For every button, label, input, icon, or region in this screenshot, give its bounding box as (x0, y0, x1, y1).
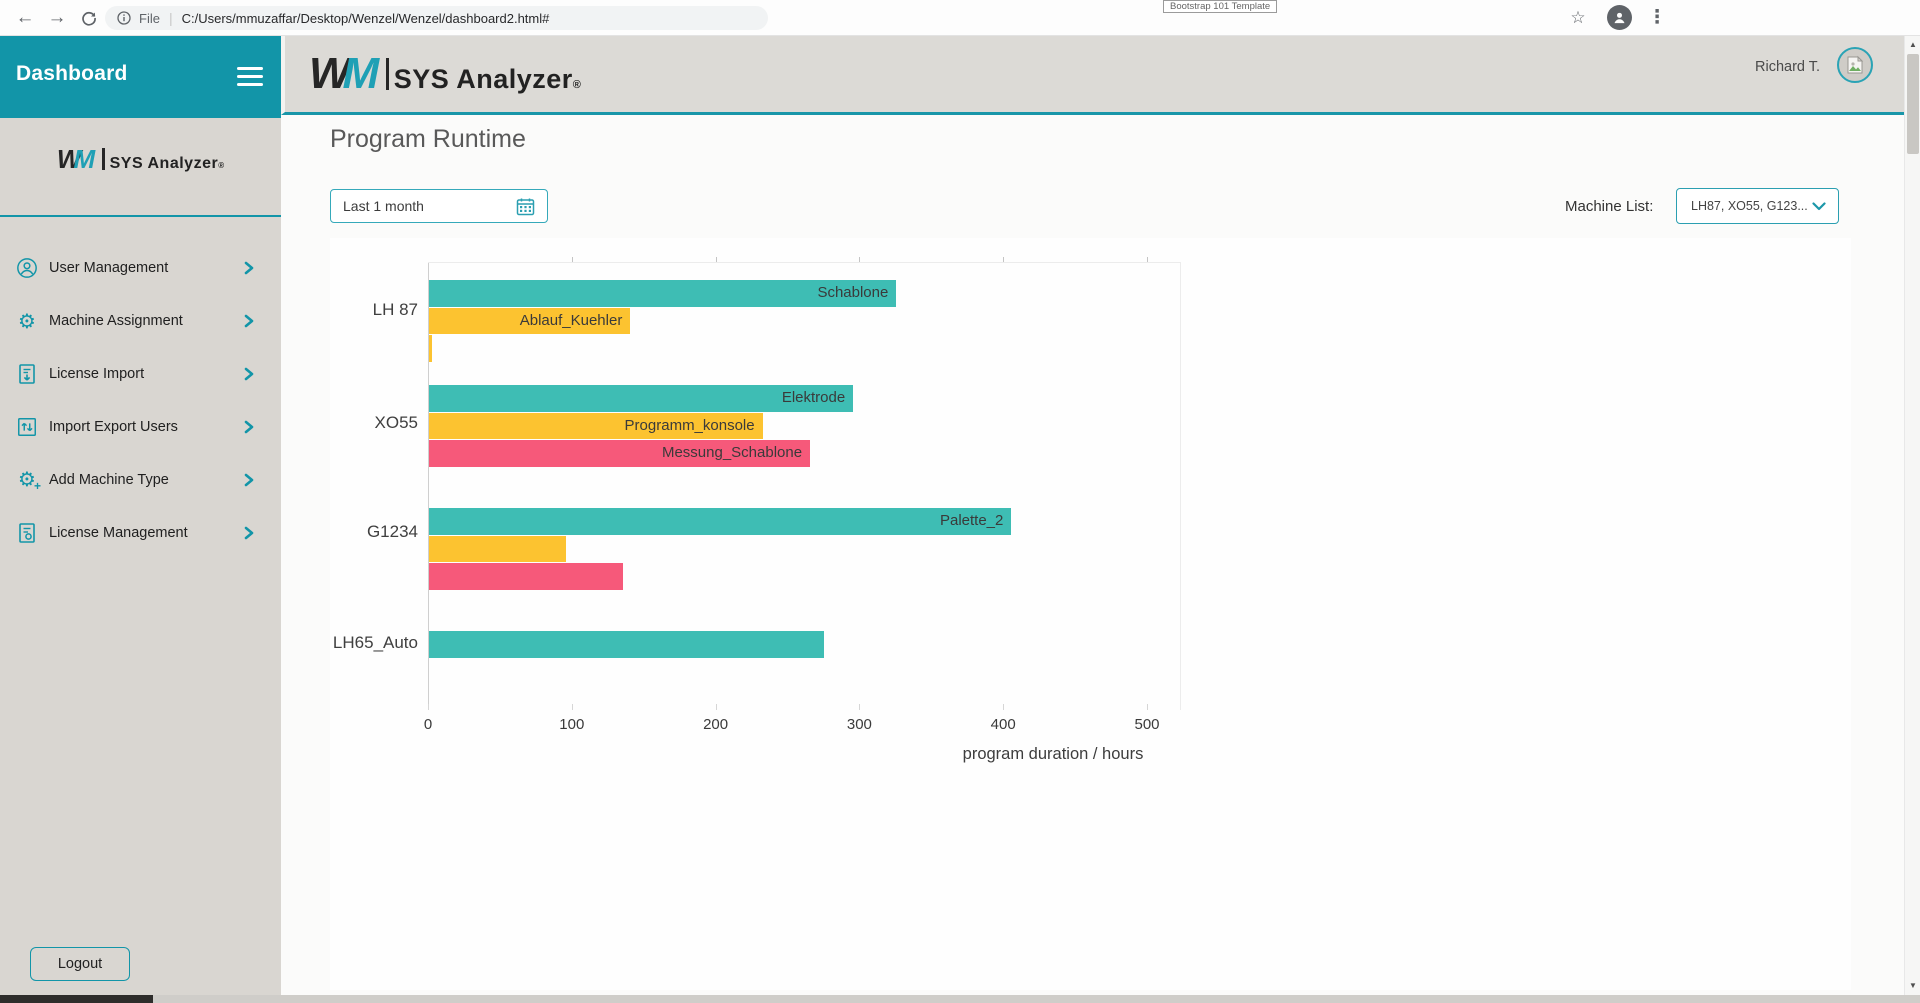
date-range-value: Last 1 month (343, 198, 424, 214)
app-logo: W M SYS Analyzer ® (309, 49, 581, 98)
sidebar-item-label: License Import (49, 365, 145, 382)
sidebar-item-license-management[interactable]: License Management (0, 506, 281, 559)
browser-profile-icon[interactable] (1607, 5, 1632, 30)
bar-Schablone[interactable]: Schablone (429, 280, 897, 307)
machine-list-label: Machine List: (1565, 198, 1654, 215)
bar-Palette_2[interactable]: Palette_2 (429, 508, 1012, 535)
sidebar-item-label: Add Machine Type (49, 471, 169, 488)
url-separator: | (168, 10, 173, 26)
horizontal-scrollbar[interactable] (0, 995, 1920, 1003)
url-text: C:/Users/mmuzaffar/Desktop/Wenzel/Wenzel… (181, 10, 550, 26)
sidebar-item-machine-assignment[interactable]: ⚙ Machine Assignment (0, 294, 281, 347)
license-import-icon (16, 363, 38, 385)
horizontal-scrollbar-thumb[interactable] (0, 995, 153, 1003)
chevron-right-icon (244, 314, 254, 328)
chevron-right-icon (244, 367, 254, 381)
bar-label: Messung_Schablone (661, 444, 803, 461)
sidebar-item-label: License Management (49, 524, 188, 541)
browser-toolbar: ← → File | C:/Users/mmuzaffar/Desktop/We… (0, 0, 1920, 36)
sidebar-item-user-management[interactable]: User Management (0, 241, 281, 294)
sidebar-menu: User Management ⚙ Machine Assignment Licens… (0, 241, 281, 559)
address-bar[interactable]: File | C:/Users/mmuzaffar/Desktop/Wenzel… (105, 6, 768, 30)
bar-Elektrode[interactable]: Elektrode (429, 385, 854, 412)
machine-list-dropdown[interactable]: LH87, XO55, G123... (1676, 188, 1839, 224)
logout-button[interactable]: Logout (30, 947, 130, 981)
hamburger-menu-icon[interactable] (237, 67, 263, 87)
bookmark-star-icon[interactable]: ☆ (1570, 8, 1586, 27)
import-export-icon (16, 416, 38, 438)
gear-icon: ⚙ (18, 308, 36, 333)
chevron-right-icon (244, 420, 254, 434)
calendar-icon (516, 197, 535, 216)
browser-back-icon[interactable]: ← (15, 7, 35, 28)
url-scheme-label: File (139, 10, 160, 26)
bar-Programm_konsole[interactable]: Programm_konsole (429, 412, 763, 439)
sidebar-item-license-import[interactable]: License Import (0, 347, 281, 400)
bar-Ablauf_Kuehler[interactable]: Ablauf_Kuehler (429, 307, 631, 334)
chevron-right-icon (244, 526, 254, 540)
sidebar-item-add-machine-type[interactable]: ⚙ + Add Machine Type (0, 453, 281, 506)
bar[interactable] (429, 631, 825, 658)
machine-list-value: LH87, XO55, G123... (1691, 199, 1808, 213)
browser-forward-icon[interactable]: → (47, 7, 67, 28)
sidebar-logo: W M SYS Analyzer ® (56, 144, 225, 174)
scroll-down-icon[interactable]: ▼ (1909, 981, 1917, 990)
browser-refresh-icon[interactable] (76, 5, 102, 31)
chevron-right-icon (244, 473, 254, 487)
sidebar-divider (0, 215, 281, 217)
sidebar-item-import-export-users[interactable]: Import Export Users (0, 400, 281, 453)
broken-image-icon (1847, 55, 1864, 74)
sidebar-item-label: Import Export Users (49, 418, 178, 435)
date-range-picker[interactable]: Last 1 month (330, 189, 548, 223)
bar-label: Ablauf_Kuehler (519, 311, 623, 329)
chevron-down-icon (1812, 201, 1826, 211)
license-management-icon (16, 522, 38, 544)
chart-panel (330, 238, 1851, 990)
sidebar-item-label: Machine Assignment (49, 312, 183, 329)
bar[interactable] (429, 563, 624, 590)
page-title-tooltip: Bootstrap 101 Template (1163, 0, 1278, 13)
site-info-icon[interactable] (117, 11, 131, 25)
sidebar-title: Dashboard (16, 62, 128, 85)
bar[interactable] (429, 335, 432, 362)
main-header: W M SYS Analyzer ® Richard T. (281, 36, 1904, 115)
browser-menu-icon[interactable]: ⋮ (1647, 7, 1667, 28)
page-title: Program Runtime (330, 125, 526, 153)
bar-Messung_Schablone[interactable]: Messung_Schablone (429, 440, 811, 467)
user-icon (16, 257, 38, 279)
bar-label: Elektrode (781, 389, 846, 406)
add-machine-type-icon: ⚙ + (18, 466, 41, 493)
sidebar-item-label: User Management (49, 259, 169, 276)
bar[interactable] (429, 535, 566, 562)
user-name: Richard T. (1755, 59, 1821, 75)
chevron-right-icon (244, 261, 254, 275)
bar-label: Schablone (817, 284, 889, 301)
sidebar-header: Dashboard (0, 36, 281, 118)
vertical-scrollbar[interactable]: ▲ ▼ (1904, 36, 1920, 995)
bar-label: Programm_konsole (624, 416, 755, 434)
user-avatar[interactable] (1837, 47, 1873, 83)
bar-label: Palette_2 (939, 512, 1004, 529)
scroll-up-icon[interactable]: ▲ (1909, 40, 1917, 49)
sidebar: Dashboard W M SYS Analyzer ® User Managemen… (0, 36, 281, 995)
vertical-scrollbar-thumb[interactable] (1907, 54, 1919, 154)
